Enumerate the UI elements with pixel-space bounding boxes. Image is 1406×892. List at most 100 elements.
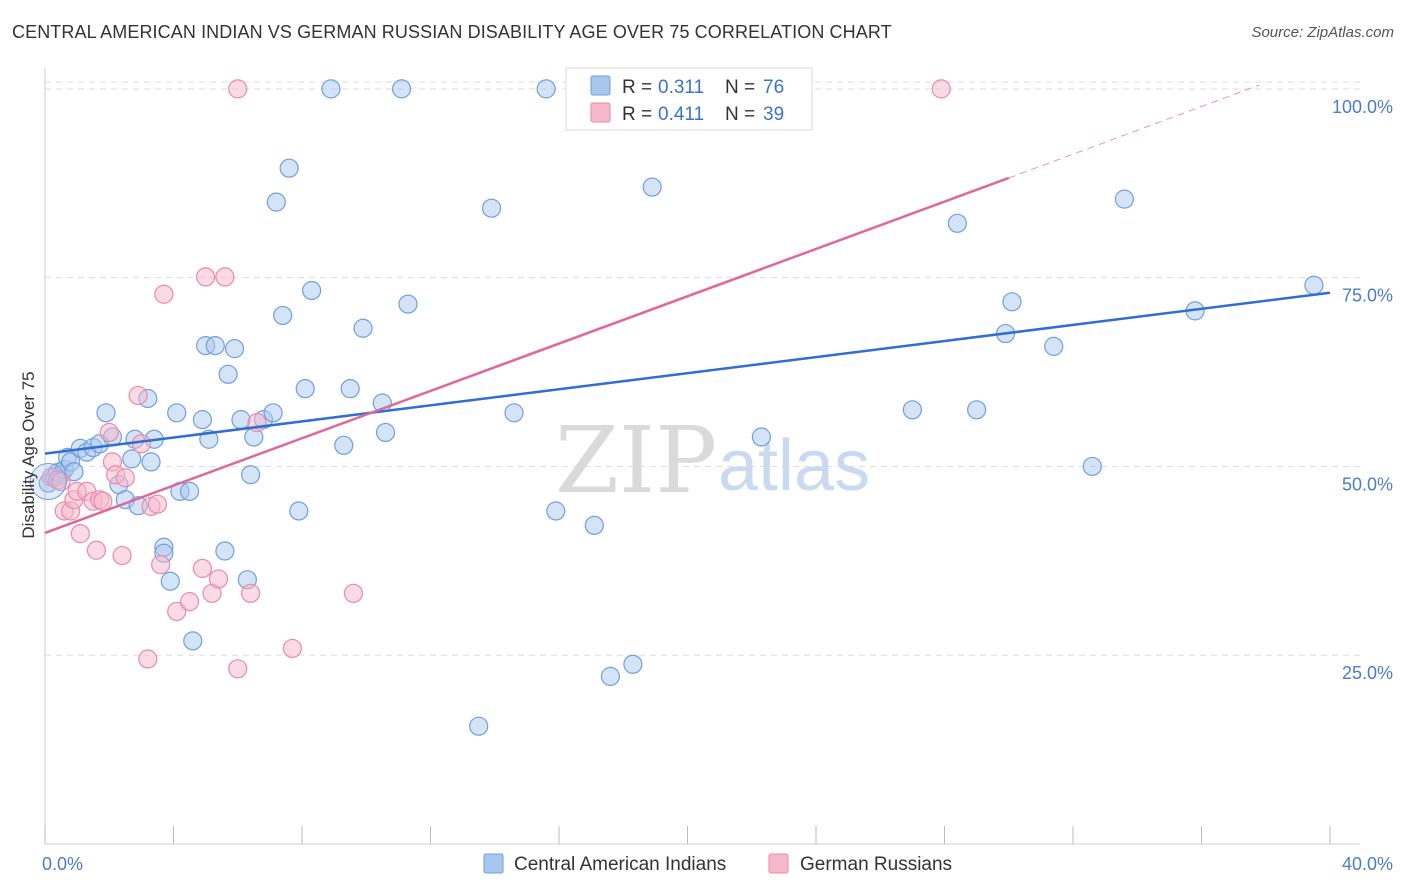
pink-trend-line [44,176,1010,535]
blue-point-64 [642,177,662,197]
blue-point-33 [215,541,235,561]
blue-point-38 [241,465,261,485]
chart-source: Source: ZipAtlas.com [1251,24,1394,41]
pink-trend-extension [1008,84,1260,179]
blue-point-28 [183,631,203,651]
blue-point-66 [902,400,922,420]
y-tick-label-2: 75.0% [1342,286,1393,306]
blue-point-50 [340,379,360,399]
pink-point-16 [112,545,132,566]
blue-point-16 [122,449,142,469]
legend-r-label-1: R = [622,77,652,98]
pink-point-18 [128,385,148,406]
blue-point-56 [469,716,489,736]
pink-point-22 [147,494,168,514]
pink-point-35 [282,638,302,659]
watermark: ZIP atlas [555,407,870,514]
legend-n-label-1: N = [725,77,755,98]
y-tick-label-1: 50.0% [1342,474,1393,494]
blue-point-42 [266,192,286,212]
blue-point-68 [967,400,987,420]
blue-point-57 [481,198,502,218]
legend-r-value-1: 0.311 [658,77,704,98]
x-tick-label-1: 40.0% [1342,854,1393,874]
pink-point-24 [154,284,174,304]
blue-point-62 [600,666,621,686]
blue-point-48 [321,79,341,99]
bottom-legend-swatch-blue [483,853,504,874]
pink-point-23 [151,555,171,575]
watermark-zip: ZIP [555,407,717,514]
blue-point-63 [623,654,643,674]
blue-point-43 [273,305,293,326]
blue-point-7 [64,462,84,482]
pink-point-28 [196,267,216,287]
blue-point-cluster [29,463,67,501]
blue-point-20 [141,452,161,472]
bottom-legend-label-1: Central American Indians [514,854,726,875]
pink-point-10 [86,540,107,560]
bottom-legend-swatch-pink [768,853,789,874]
pink-point-19 [131,434,151,454]
pink-point-32 [228,659,248,679]
blue-point-60 [546,501,566,521]
x-tick-label-0: 0.0% [42,854,83,874]
pink-point-26 [179,592,200,612]
legend-swatch-pink [590,102,611,123]
blue-point-55 [398,294,418,314]
axis-layer [44,68,1360,845]
pink-point-30 [208,569,229,589]
blue-trend-line [44,291,1331,455]
legend-n-value-1: 76 [763,77,784,98]
blue-point-45 [289,501,309,521]
pink-point-27 [192,558,213,578]
blue-point-75 [1304,275,1324,295]
legend-r-value-2: 0.411 [658,104,704,125]
y-tick-label-0: 25.0% [1342,663,1393,683]
blue-point-12 [96,403,116,423]
blue-point-53 [375,422,396,443]
correlation-legend: R = 0.311 N = 76 R = 0.411 N = 39 [565,67,813,131]
blue-point-71 [1044,336,1064,356]
legend-swatch-blue [590,75,611,96]
pink-point-13 [99,422,119,443]
blue-point-61 [584,515,604,535]
y-tick-label-3: 100.0% [1332,97,1393,117]
pink-point-7 [70,524,90,544]
blue-point-29 [192,410,213,430]
pink-point-37 [228,79,248,99]
legend-r-label-2: R = [622,104,652,125]
blue-point-36 [231,410,251,430]
blue-point-58 [504,403,524,423]
legend-n-label-2: N = [725,104,755,125]
x-tick-labels: 0.0% 40.0% [42,854,1393,874]
blue-point-51 [353,318,373,338]
legend-n-value-2: 39 [763,104,784,125]
blue-point-41 [263,403,283,423]
series-legend: Central American Indians German Russians [483,853,952,875]
blue-point-54 [391,79,412,99]
pink-point-12 [93,491,113,511]
points-layer [29,79,1324,736]
blue-point-44 [279,158,299,178]
blue-point-49 [334,435,354,455]
pink-point-38 [931,79,951,99]
trend-layer [44,84,1331,535]
blue-point-70 [1002,292,1022,312]
blue-point-73 [1114,189,1135,209]
blue-point-59 [536,79,556,99]
watermark-atlas: atlas [718,426,870,506]
pink-point-31 [215,267,235,287]
pink-point-33 [241,583,261,603]
blue-point-67 [947,213,967,233]
blue-point-46 [295,379,315,399]
chart-title: CENTRAL AMERICAN INDIAN VS GERMAN RUSSIA… [12,22,892,42]
pink-point-25 [167,601,187,622]
grid-layer [45,81,1360,656]
blue-point-34 [218,364,238,384]
y-axis-label: Disability Age Over 75 [19,371,38,538]
blue-point-24 [160,571,180,591]
blue-point-47 [302,280,322,301]
blue-point-72 [1082,456,1102,477]
